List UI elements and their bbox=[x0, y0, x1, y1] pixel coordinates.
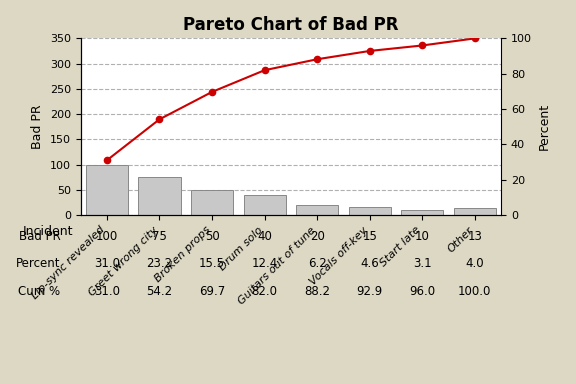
Text: 15: 15 bbox=[362, 230, 377, 243]
Text: 92.9: 92.9 bbox=[357, 285, 383, 298]
Text: 54.2: 54.2 bbox=[146, 285, 173, 298]
Text: 75: 75 bbox=[152, 230, 167, 243]
Text: 40: 40 bbox=[257, 230, 272, 243]
Bar bbox=[401, 210, 444, 215]
Text: 4.6: 4.6 bbox=[361, 257, 379, 270]
Bar bbox=[138, 177, 180, 215]
Text: 31.0: 31.0 bbox=[94, 257, 120, 270]
Bar bbox=[348, 207, 391, 215]
Text: Bad PR: Bad PR bbox=[19, 230, 60, 243]
Text: 4.0: 4.0 bbox=[465, 257, 484, 270]
Bar bbox=[296, 205, 338, 215]
Bar bbox=[244, 195, 286, 215]
Text: 6.2: 6.2 bbox=[308, 257, 327, 270]
Y-axis label: Percent: Percent bbox=[537, 103, 551, 150]
Text: 13: 13 bbox=[467, 230, 482, 243]
Text: 50: 50 bbox=[204, 230, 219, 243]
Bar bbox=[86, 165, 128, 215]
Text: 12.4: 12.4 bbox=[252, 257, 278, 270]
Text: 100: 100 bbox=[96, 230, 118, 243]
Bar bbox=[454, 209, 496, 215]
Text: 10: 10 bbox=[415, 230, 430, 243]
Text: 82.0: 82.0 bbox=[252, 285, 278, 298]
Text: 3.1: 3.1 bbox=[413, 257, 431, 270]
Text: 69.7: 69.7 bbox=[199, 285, 225, 298]
Text: 100.0: 100.0 bbox=[458, 285, 491, 298]
Text: Cum %: Cum % bbox=[18, 285, 60, 298]
Text: 23.2: 23.2 bbox=[146, 257, 173, 270]
Text: 20: 20 bbox=[310, 230, 325, 243]
Text: 96.0: 96.0 bbox=[409, 285, 435, 298]
Bar bbox=[191, 190, 233, 215]
Title: Pareto Chart of Bad PR: Pareto Chart of Bad PR bbox=[183, 16, 399, 34]
Text: 88.2: 88.2 bbox=[304, 285, 330, 298]
Text: Incident: Incident bbox=[23, 225, 74, 238]
Text: Percent: Percent bbox=[16, 257, 60, 270]
Y-axis label: Bad PR: Bad PR bbox=[31, 104, 44, 149]
Text: 31.0: 31.0 bbox=[94, 285, 120, 298]
Text: 15.5: 15.5 bbox=[199, 257, 225, 270]
